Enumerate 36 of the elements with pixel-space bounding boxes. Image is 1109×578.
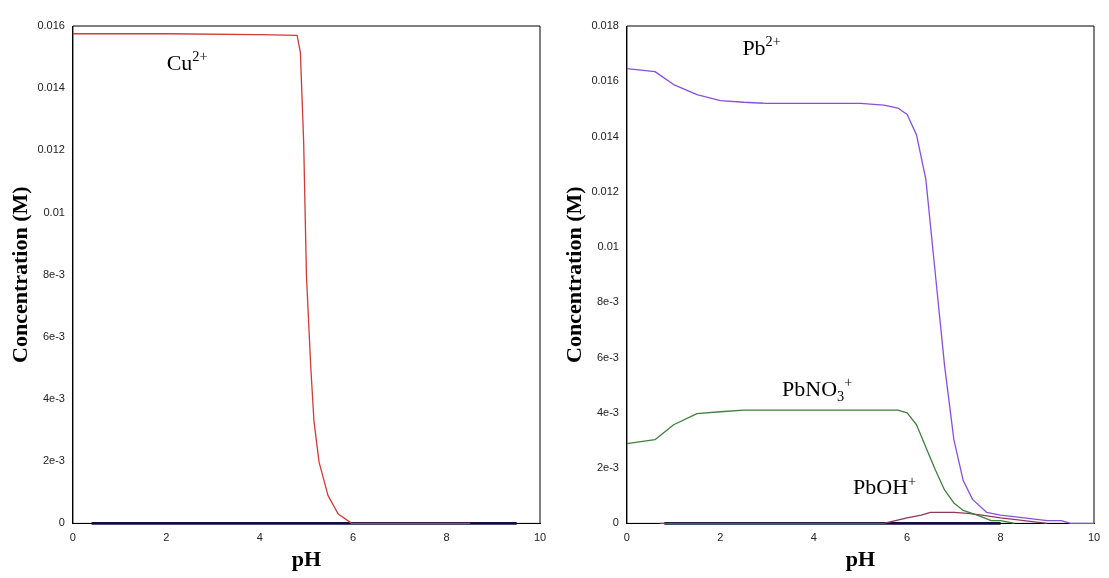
x-tick-label: 4 (810, 531, 817, 544)
x-tick-label: 2 (717, 531, 724, 544)
y-tick-label: 0 (58, 516, 65, 529)
y-tick-label: 4e-3 (596, 405, 619, 418)
y-tick-label: 0.01 (597, 240, 619, 253)
y-tick-label: 0.014 (591, 129, 619, 142)
y-tick-label: 0.018 (591, 19, 619, 32)
y-tick-label: 4e-3 (42, 392, 65, 405)
y-tick-label: 0.016 (591, 74, 619, 87)
y-tick-label: 0.016 (37, 19, 65, 32)
y-axis-title: Concentration (M) (6, 186, 32, 363)
x-tick-label: 0 (69, 531, 76, 544)
x-tick-label: 4 (256, 531, 263, 544)
y-tick-label: 8e-3 (42, 267, 65, 280)
x-tick-label: 2 (163, 531, 170, 544)
y-tick-label: 8e-3 (596, 295, 619, 308)
y-tick-label: 2e-3 (596, 461, 619, 474)
y-tick-label: 0.01 (43, 205, 65, 218)
y-tick-label: 2e-3 (42, 454, 65, 467)
series-label: PbOH+ (853, 472, 917, 500)
x-axis-title: pH (291, 546, 322, 572)
x-tick-label: 10 (533, 531, 547, 544)
y-tick-label: 6e-3 (596, 350, 619, 363)
y-tick-label: 0.014 (37, 81, 65, 94)
x-axis-title: pH (845, 546, 876, 572)
x-tick-label: 8 (997, 531, 1004, 544)
x-tick-label: 10 (1087, 531, 1101, 544)
y-tick-label: 6e-3 (42, 329, 65, 342)
y-tick-label: 0 (612, 516, 619, 529)
y-tick-label: 0.012 (591, 184, 619, 197)
y-axis-title: Concentration (M) (560, 186, 586, 363)
x-tick-label: 6 (350, 531, 357, 544)
x-tick-label: 8 (443, 531, 450, 544)
x-tick-label: 6 (904, 531, 911, 544)
y-tick-label: 0.012 (37, 143, 65, 156)
x-tick-label: 0 (623, 531, 630, 544)
